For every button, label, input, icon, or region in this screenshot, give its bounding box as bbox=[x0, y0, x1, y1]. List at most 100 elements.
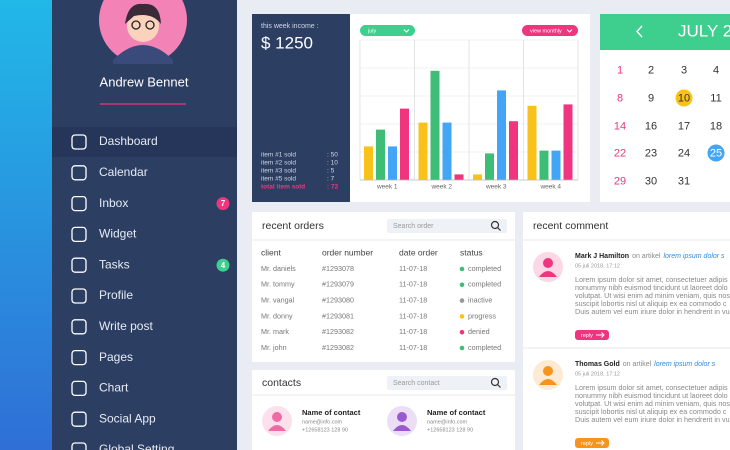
bar bbox=[400, 108, 409, 180]
contact-email: name@info.com bbox=[427, 419, 468, 425]
calendar-day[interactable]: 1 bbox=[617, 64, 623, 76]
menu-badge-text: 7 bbox=[221, 199, 226, 208]
status-dot bbox=[459, 298, 465, 303]
table-cell: #1293082 bbox=[322, 343, 354, 352]
comment-text: suscipit lobortis nisl ut aliquip ex ea … bbox=[575, 299, 727, 308]
bar bbox=[527, 105, 537, 180]
contact-avatar bbox=[397, 412, 407, 422]
order-search[interactable] bbox=[387, 219, 507, 233]
menu-item[interactable]: Calendar bbox=[99, 165, 148, 179]
menu-item[interactable]: Chart bbox=[99, 381, 129, 395]
avatar-glasses bbox=[145, 20, 155, 30]
income-amount: $ 1250 bbox=[261, 33, 313, 52]
calendar-day[interactable]: 8 bbox=[617, 92, 623, 104]
menu-icon bbox=[71, 319, 87, 335]
menu-item[interactable]: Tasks bbox=[99, 257, 130, 271]
comment-text: nonummy nibh euismod tincidunt ut laoree… bbox=[575, 283, 728, 292]
comment-text: Duis autem vel eum iriure dolor in hendr… bbox=[575, 307, 730, 316]
avatar-hair bbox=[125, 3, 161, 24]
x-tick-label: week 3 bbox=[485, 184, 507, 191]
menu-icon bbox=[71, 257, 87, 273]
reply-button[interactable] bbox=[575, 438, 609, 448]
comment-author: Mark J Hamilton bbox=[575, 253, 629, 260]
comment-text: volutpat. Ut wisi enim ad minim veniam, … bbox=[575, 291, 730, 300]
calendar-day[interactable]: 29 bbox=[614, 175, 626, 187]
comment-article[interactable]: lorem ipsum dolor s bbox=[654, 361, 716, 368]
calendar-day[interactable]: 23 bbox=[645, 147, 657, 159]
comment-header: Thomas Gold on artikel lorem ipsum dolor s bbox=[575, 361, 716, 368]
bar bbox=[376, 129, 385, 180]
table-cell: 11-07-18 bbox=[399, 327, 427, 336]
chart-filter-label: view monthly bbox=[530, 28, 562, 34]
comment-date: 05 juli 2018, 17:12 bbox=[575, 263, 620, 269]
comment-author: Thomas Gold bbox=[575, 361, 620, 368]
menu-item[interactable]: Global Setting bbox=[99, 442, 174, 450]
calendar-day[interactable]: 4 bbox=[713, 64, 719, 76]
comments-card bbox=[523, 212, 730, 450]
calendar-day[interactable]: 22 bbox=[614, 147, 626, 159]
comment-avatar bbox=[539, 379, 557, 385]
menu-icon bbox=[71, 165, 87, 181]
menu-item[interactable]: Inbox bbox=[99, 196, 128, 210]
comment-date: 05 juli 2018, 17:12 bbox=[575, 371, 620, 377]
chart-filter-caret bbox=[403, 29, 410, 33]
menu-item[interactable]: Pages bbox=[99, 350, 133, 364]
status-dot bbox=[459, 282, 465, 288]
menu-item[interactable]: Dashboard bbox=[99, 134, 158, 148]
table-cell: completed bbox=[468, 343, 501, 352]
table-cell: #1293080 bbox=[322, 296, 354, 305]
calendar-marker bbox=[707, 144, 725, 162]
card-title: recent comment bbox=[533, 220, 608, 232]
calendar-day[interactable]: 9 bbox=[648, 92, 654, 104]
menu-item[interactable]: Write post bbox=[99, 319, 153, 333]
menu-item[interactable]: Social App bbox=[99, 411, 156, 425]
menu-icon bbox=[71, 288, 87, 304]
calendar-day[interactable]: 2 bbox=[648, 64, 654, 76]
chart-filter[interactable] bbox=[360, 25, 415, 36]
comment-article[interactable]: lorem ipsum dolor s bbox=[663, 253, 725, 260]
calendar-prev[interactable] bbox=[636, 25, 643, 38]
comment-on: on artikel bbox=[623, 361, 652, 368]
contact-phone: +12658123 128 90 bbox=[427, 427, 473, 433]
calendar-day[interactable]: 18 bbox=[710, 120, 722, 132]
contact-phone: +12658123 128 90 bbox=[302, 427, 348, 433]
table-cell: 11-07-18 bbox=[399, 311, 427, 320]
income-item-value: : 7 bbox=[327, 176, 335, 183]
chart-filter[interactable] bbox=[522, 25, 578, 36]
calendar-day[interactable]: 14 bbox=[614, 120, 626, 132]
income-item-value: : 50 bbox=[327, 152, 338, 159]
search-icon bbox=[497, 227, 501, 231]
calendar-day[interactable]: 11 bbox=[710, 92, 721, 104]
menu-item[interactable]: Profile bbox=[99, 288, 133, 302]
reply-label: reply bbox=[581, 333, 593, 339]
table-header: date order bbox=[399, 247, 438, 257]
calendar-day[interactable]: 10 bbox=[678, 92, 690, 104]
calendar-day[interactable]: 24 bbox=[678, 147, 690, 159]
income-card bbox=[252, 14, 350, 202]
menu-icon bbox=[71, 226, 87, 243]
calendar-day[interactable]: 3 bbox=[681, 64, 687, 76]
calendar-day[interactable]: 17 bbox=[678, 120, 690, 132]
table-cell: completed bbox=[468, 280, 501, 289]
table-cell: Mr. donny bbox=[261, 311, 293, 320]
chart-filter-caret bbox=[566, 29, 573, 33]
comment-on: on artikel bbox=[632, 253, 661, 260]
card-title: contacts bbox=[262, 377, 301, 389]
comment-text: Duis autem vel eum iriure dolor in hendr… bbox=[575, 415, 730, 424]
table-cell: #1293078 bbox=[322, 264, 354, 273]
table-cell: progress bbox=[468, 311, 496, 320]
menu-icon bbox=[71, 134, 87, 150]
income-total: total item sold bbox=[261, 184, 305, 191]
menu-badge bbox=[216, 258, 230, 272]
contact-search[interactable] bbox=[387, 376, 507, 390]
reply-arrow bbox=[596, 440, 605, 446]
calendar-day[interactable]: 16 bbox=[645, 120, 657, 132]
contact-avatar bbox=[393, 425, 411, 431]
calendar-day[interactable]: 31 bbox=[678, 175, 690, 187]
reply-button[interactable] bbox=[575, 330, 609, 340]
menu-item[interactable]: Widget bbox=[99, 227, 137, 241]
calendar-day[interactable]: 30 bbox=[645, 175, 657, 187]
calendar-day[interactable]: 25 bbox=[710, 147, 722, 159]
comment-avatar bbox=[543, 258, 553, 268]
